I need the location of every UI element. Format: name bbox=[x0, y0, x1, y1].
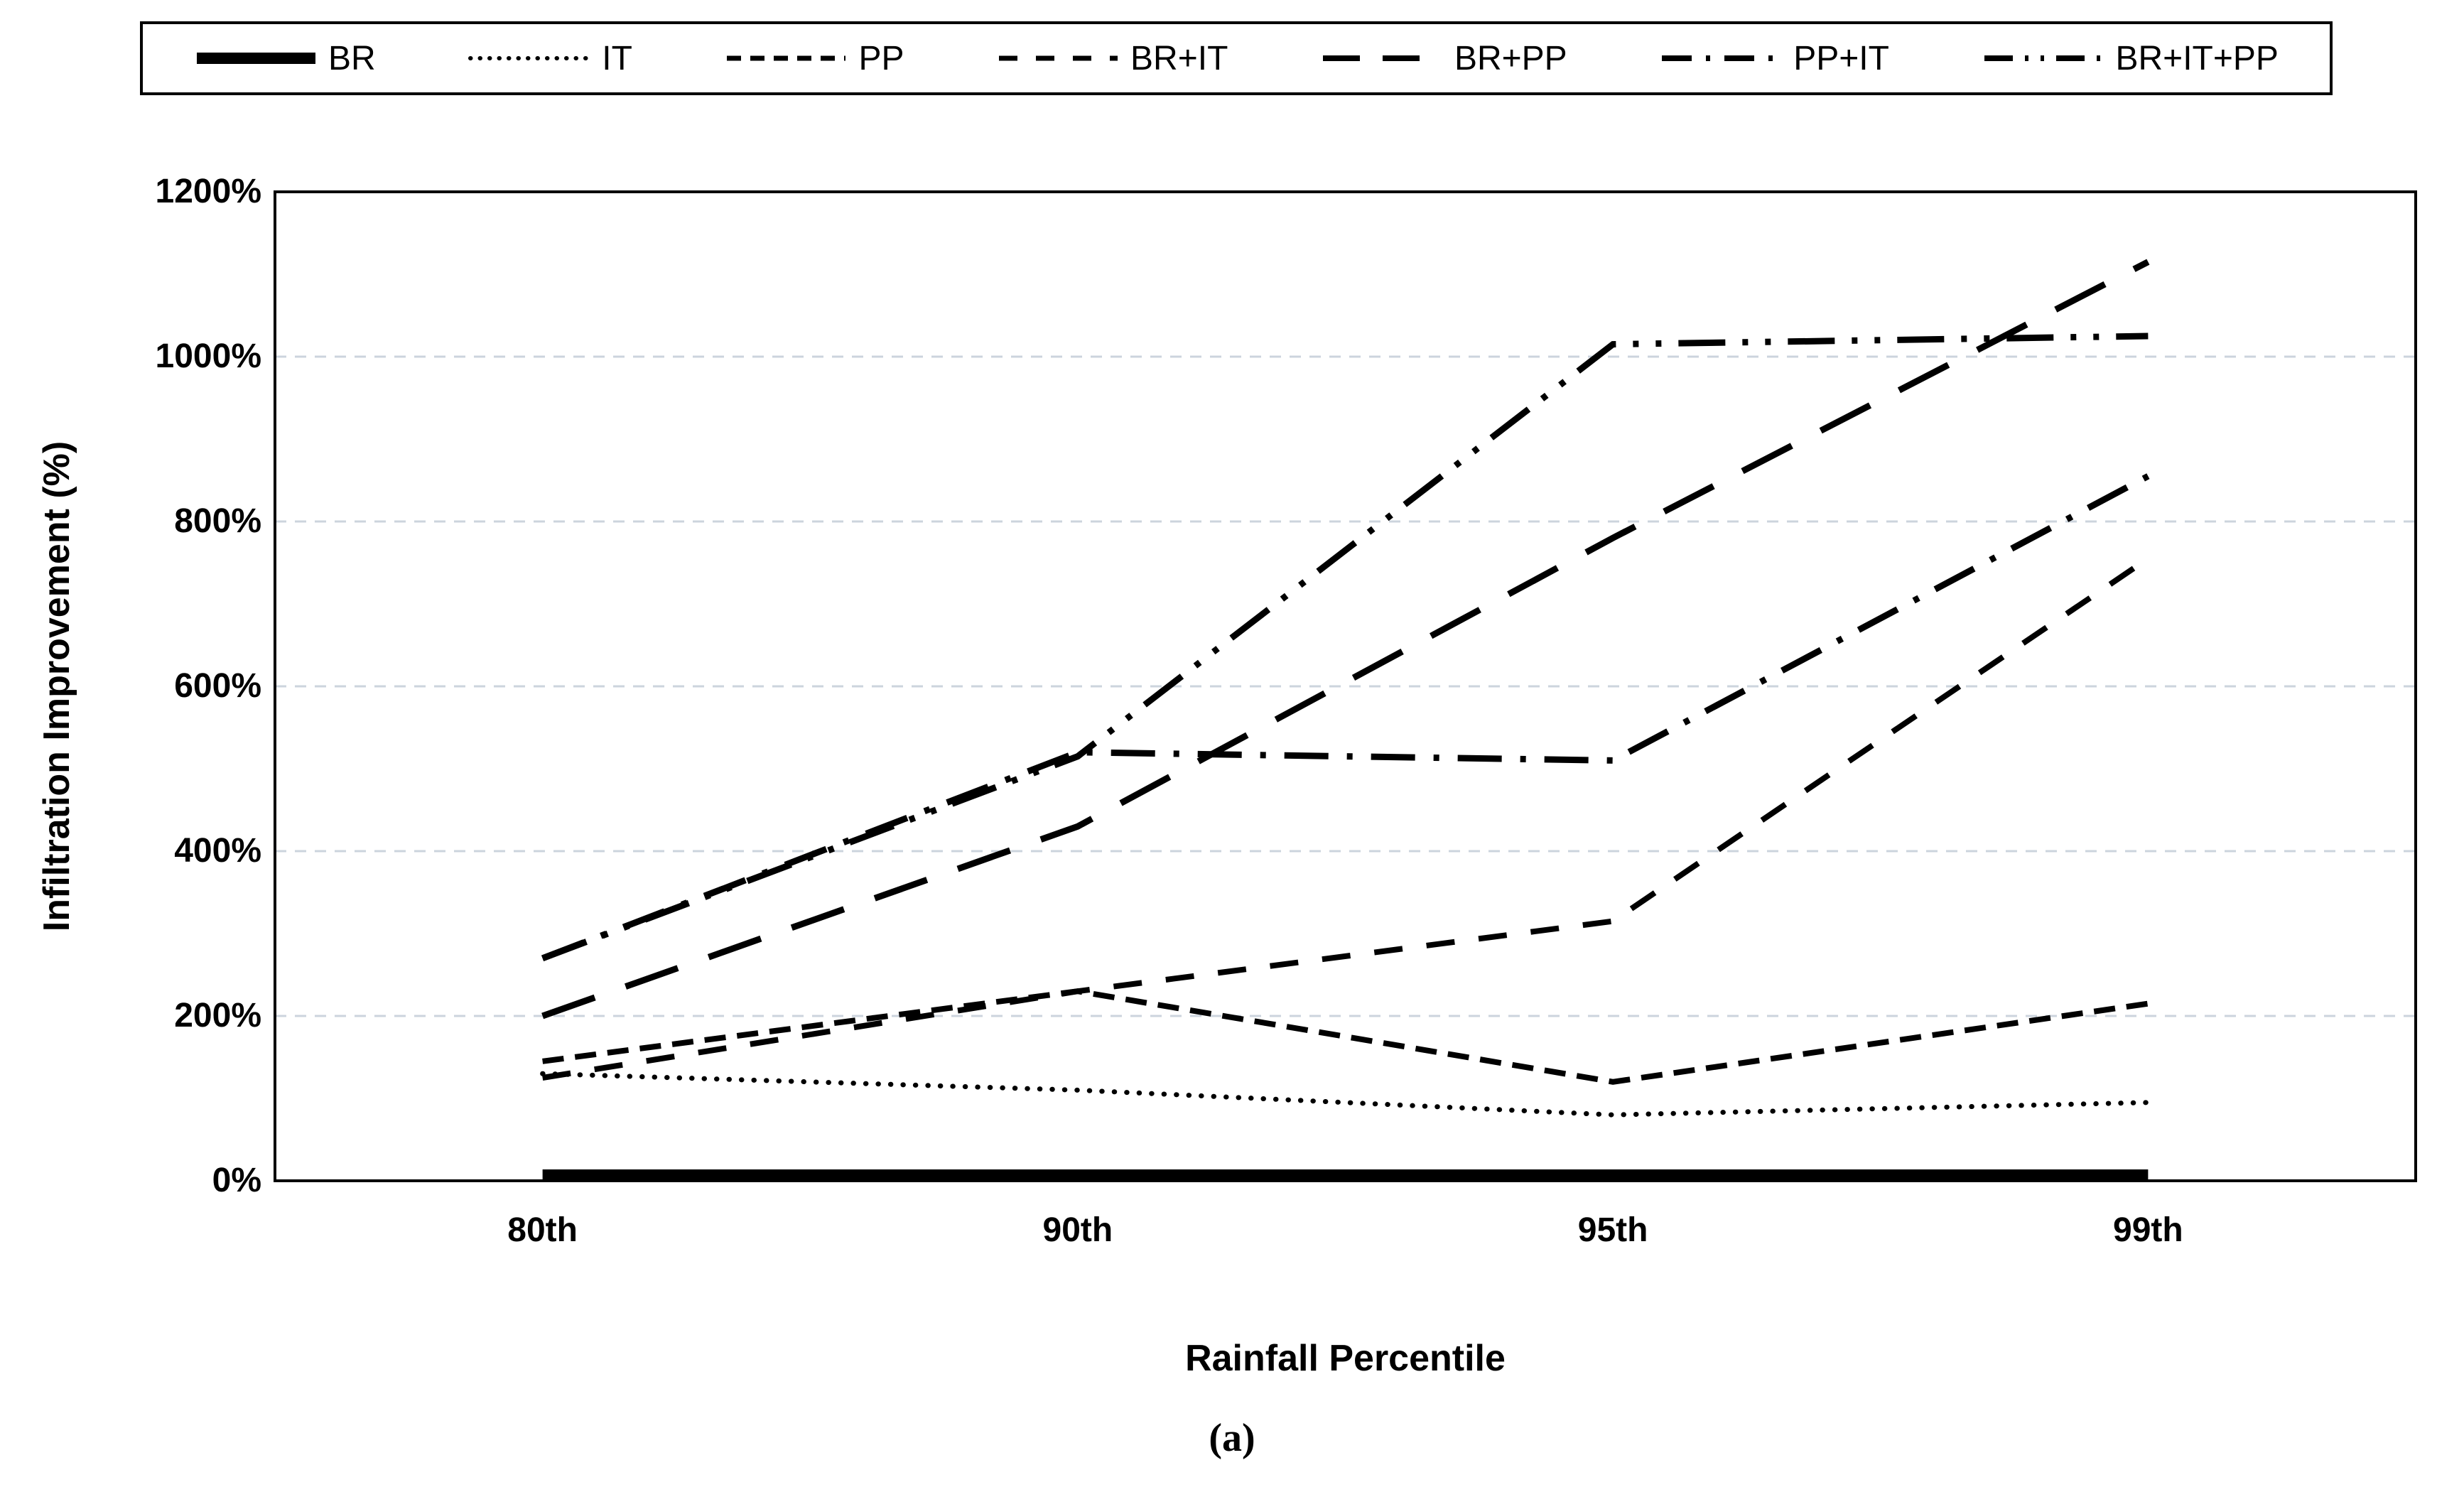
dash-dot-dot-line-sample-icon bbox=[1984, 55, 2103, 61]
legend-item-IT: IT bbox=[468, 39, 632, 78]
x-tick-label: 90th bbox=[1042, 1211, 1113, 1249]
legend-label: PP bbox=[858, 39, 904, 77]
series-line-BR+IT+PP bbox=[541, 332, 2149, 962]
legend-label: PP+IT bbox=[1793, 39, 1889, 77]
legend-label: BR+PP bbox=[1454, 39, 1567, 77]
legend-label: IT bbox=[602, 39, 632, 77]
x-axis-title: Rainfall Percentile bbox=[1185, 1338, 1506, 1379]
y-tick-label: 200% bbox=[174, 997, 261, 1034]
series-line-PP bbox=[542, 988, 2149, 1085]
x-tick-label: 95th bbox=[1577, 1211, 1648, 1249]
legend: BR IT PP BR+IT BR+PP PP+IT BR+IT+PP bbox=[140, 21, 2333, 95]
y-tick-label: 1000% bbox=[155, 337, 261, 375]
legend-item-BR+IT: BR+IT bbox=[996, 39, 1228, 78]
y-tick-label: 0% bbox=[212, 1162, 261, 1199]
legend-label: BR+IT bbox=[1130, 39, 1228, 77]
dash-dot-line-sample-icon bbox=[1662, 55, 1781, 61]
legend-label: BR+IT+PP bbox=[2115, 39, 2279, 77]
y-tick-label: 600% bbox=[174, 667, 261, 705]
legend-item-PP: PP bbox=[724, 39, 904, 78]
figure-caption: (a) bbox=[1209, 1416, 1255, 1460]
legend-item-BR: BR bbox=[194, 39, 376, 78]
y-tick-label: 400% bbox=[174, 832, 261, 870]
x-tick-label: 80th bbox=[507, 1211, 578, 1249]
x-tick-label: 99th bbox=[2113, 1211, 2183, 1249]
solid-thick-line-sample-icon bbox=[197, 53, 315, 64]
legend-item-PP+IT: PP+IT bbox=[1659, 39, 1889, 78]
dotted-line-sample-icon bbox=[468, 56, 592, 60]
legend-item-BR+PP: BR+PP bbox=[1320, 39, 1567, 78]
legend-label: BR bbox=[328, 39, 376, 77]
y-axis-title: Infiltration Improvement (%) bbox=[36, 440, 77, 932]
series-line-BR+PP bbox=[541, 259, 2150, 1020]
dash-long-line-sample-icon bbox=[1322, 55, 1442, 61]
y-tick-label: 1200% bbox=[155, 173, 261, 210]
y-tick-label: 800% bbox=[174, 502, 261, 540]
series-line-IT bbox=[540, 1071, 2151, 1118]
dash-short-line-sample-icon bbox=[727, 55, 846, 61]
series-line-BR+IT bbox=[541, 556, 2150, 1081]
legend-item-BR+IT+PP: BR+IT+PP bbox=[1982, 39, 2279, 78]
